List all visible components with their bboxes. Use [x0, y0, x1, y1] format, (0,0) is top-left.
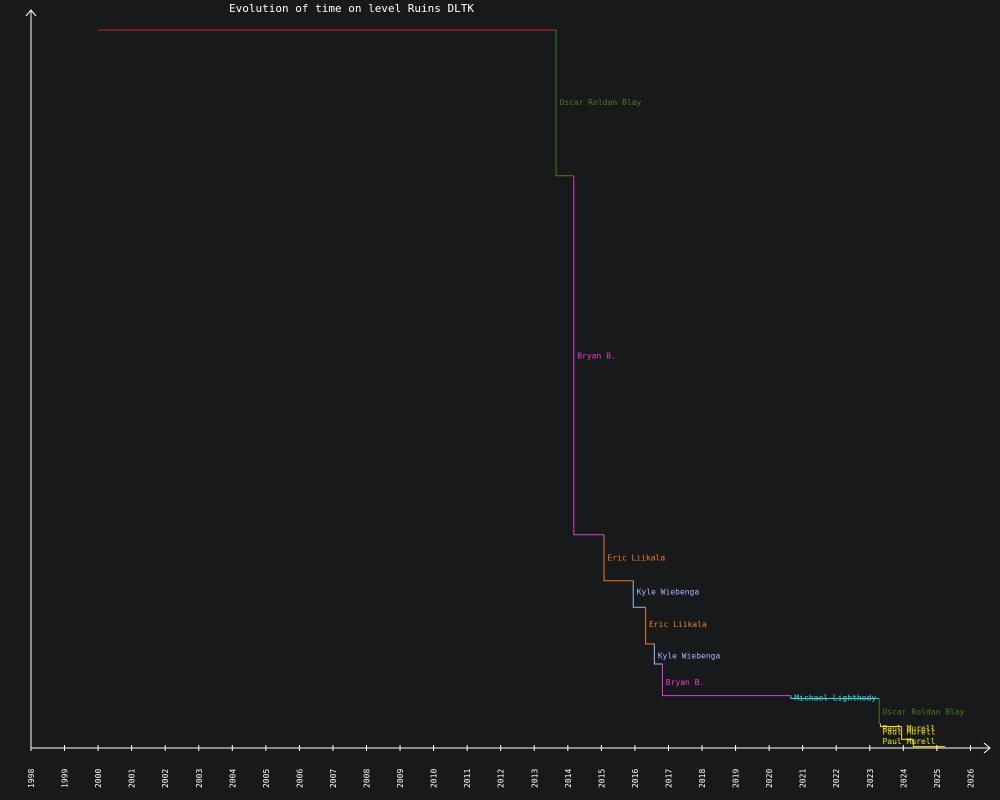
series-line — [912, 739, 946, 748]
x-tick-label: 2021 — [799, 769, 808, 788]
series-line — [573, 175, 605, 536]
x-tick-label: 1999 — [61, 769, 70, 788]
record-holder-label: Oscar Roldan Blay — [559, 98, 641, 107]
axes — [25, 9, 991, 754]
record-holder-label: Kyle Wiebenga — [637, 587, 700, 596]
x-tick-layer: 1998 1999 2000 2001 2002 2003 2004 2005 2006 2007… — [27, 769, 975, 788]
x-tick-label: 2002 — [161, 769, 170, 788]
x-tick-label: 2026 — [966, 769, 975, 788]
x-tick-label: 2005 — [262, 769, 271, 788]
x-tick-label: 2013 — [530, 769, 539, 788]
series-layer — [98, 29, 946, 748]
x-tick-label: 2016 — [631, 769, 640, 788]
x-tick-label: 2018 — [698, 769, 707, 788]
x-tick-label: 2019 — [732, 769, 741, 788]
record-holder-label: Kyle Wiebenga — [658, 651, 721, 660]
x-tick-label: 2010 — [430, 769, 439, 788]
x-tick-label: 2011 — [463, 769, 472, 788]
x-tick-label: 2024 — [899, 769, 908, 788]
x-axis-arrow — [983, 742, 991, 754]
x-tick-label: 2001 — [128, 769, 137, 788]
record-holder-label: Bryan B. — [577, 351, 616, 360]
record-holder-label: Paul Murell — [882, 727, 935, 736]
record-holder-label: Eric Liikala — [649, 620, 707, 629]
record-holder-label: Michael Lighthody — [794, 694, 876, 703]
series-line — [879, 723, 902, 727]
x-tick-label: 2015 — [597, 769, 606, 788]
series-line — [555, 30, 574, 177]
x-tick-label: 2004 — [228, 769, 237, 788]
series-line — [790, 695, 880, 699]
x-tick-label: 1998 — [27, 769, 36, 788]
x-tick-label: 2008 — [363, 769, 372, 788]
series-line — [901, 726, 914, 740]
x-tick-label: 2000 — [94, 769, 103, 788]
record-holder-label: Paul Murell — [882, 724, 935, 733]
x-tick-label: 2025 — [933, 769, 942, 788]
x-tick-label: 2009 — [396, 769, 405, 788]
annotation-layer: Oscar Roldan Blay Bryan B. Eric Liikala Kyl… — [559, 98, 964, 746]
series-line — [645, 607, 655, 645]
x-tick-label: 2020 — [765, 769, 774, 788]
x-tick-label: 2023 — [866, 769, 875, 788]
y-axis-arrow — [25, 9, 37, 17]
x-tick-label: 2007 — [329, 769, 338, 788]
record-holder-label: Paul Murell — [882, 737, 935, 746]
chart-title: Evolution of time on level Ruins DLTK — [229, 2, 474, 15]
x-tick-label: 2017 — [664, 769, 673, 788]
series-line — [878, 698, 881, 725]
record-holder-label: Eric Liikala — [607, 554, 665, 563]
x-tick-label: 2006 — [295, 769, 304, 788]
series-line — [603, 534, 634, 582]
series-line — [653, 643, 663, 665]
x-tick-label: 2012 — [497, 769, 506, 788]
record-holder-label: Oscar Roldan Blay — [882, 707, 964, 716]
record-holder-label: Bryan B. — [666, 678, 705, 687]
x-tick-label: 2022 — [832, 769, 841, 788]
series-line — [632, 580, 646, 608]
x-tick-label: 2003 — [195, 769, 204, 788]
series-line — [661, 663, 791, 697]
x-tick-label: 2014 — [564, 769, 573, 788]
